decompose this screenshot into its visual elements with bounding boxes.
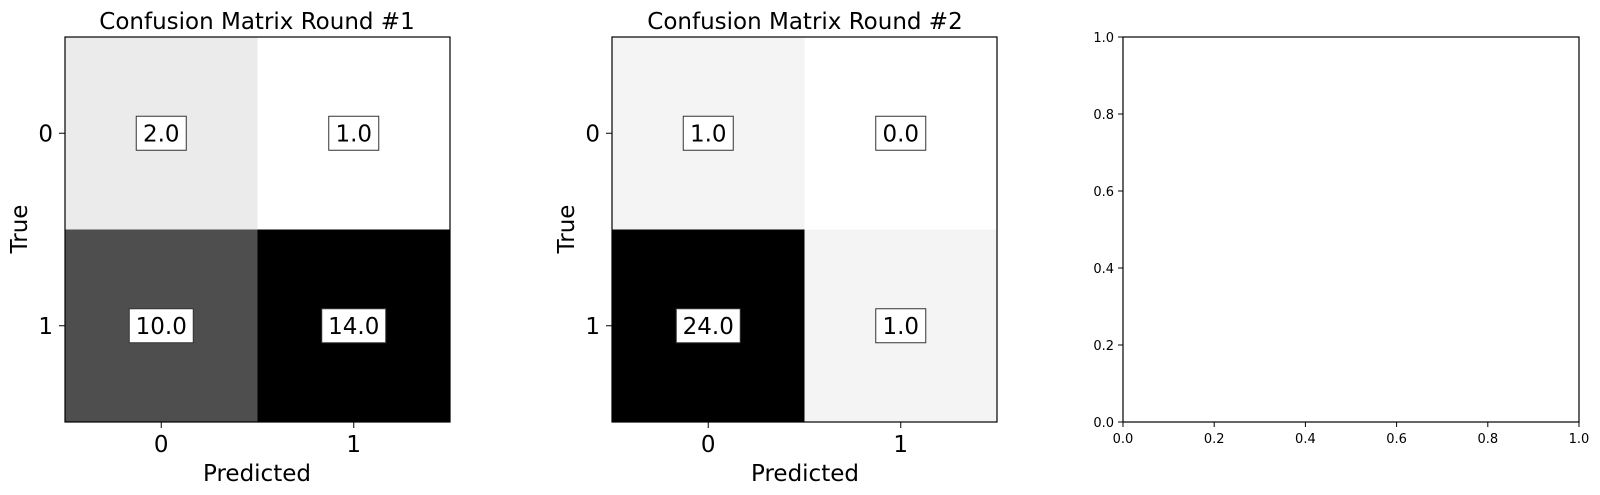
panel-3-ticks: 0.0 0.2 0.4 0.6 0.8 1.0 0.0 0.2 0.4 0.6 0.8 1.0 xyxy=(1093,31,1589,447)
panel-2-ytick-label-0: 0 xyxy=(585,121,600,147)
panel-1-cell-label-r1-c0: 10.0 xyxy=(136,314,187,340)
panel-3-ytick-label-3: 0.6 xyxy=(1093,185,1114,200)
panel-1-cell-label-box-r1-c0 xyxy=(128,308,194,344)
panel-2-cell-label-r1-c0: 24.0 xyxy=(683,314,734,340)
panel-2-cell-label-r1-c1: 1.0 xyxy=(882,314,919,340)
panel-2-cell-label-box-r0-c1 xyxy=(875,115,927,151)
panel-3-frame xyxy=(1122,36,1580,423)
panel-1-ytick-label-0: 0 xyxy=(38,121,53,147)
panel-3-ytick-label-0: 0.0 xyxy=(1093,416,1114,431)
panel-3-xtick-label-1: 0.2 xyxy=(1204,432,1225,447)
confusion-matrix-panel-2: Confusion Matrix Round #2 1.0 0.0 24.0 1.0 … xyxy=(554,9,998,487)
panel-1-cells: 2.0 1.0 10.0 14.0 xyxy=(65,37,450,422)
panel-1-xlabel: Predicted xyxy=(203,461,311,487)
panel-2-cell-label-box-r0-c0 xyxy=(682,115,734,151)
panel-2-cells: 1.0 0.0 24.0 1.0 xyxy=(612,37,997,422)
panel-1-cell-label-r0-c1: 1.0 xyxy=(335,121,372,147)
panel-1-ticks: 0 1 0 1 xyxy=(38,121,361,458)
panel-1-ylabel: True xyxy=(7,205,33,255)
panel-3-ytick-label-1: 0.2 xyxy=(1093,339,1114,354)
panel-2-cell-label-r0-c1: 0.0 xyxy=(882,121,919,147)
panel-2-cell-label-box-r1-c1 xyxy=(875,308,927,344)
panel-2-cell-label-box-r1-c0 xyxy=(675,308,741,344)
panel-2-title: Confusion Matrix Round #2 xyxy=(647,9,962,35)
panel-3-xtick-label-4: 0.8 xyxy=(1477,432,1498,447)
panel-1-frame xyxy=(64,36,451,423)
panel-3-xtick-label-5: 1.0 xyxy=(1569,432,1590,447)
panel-3-ytick-label-5: 1.0 xyxy=(1093,31,1114,46)
panel-1-cell-label-box-r0-c1 xyxy=(328,115,380,151)
panel-3-ytick-label-2: 0.4 xyxy=(1093,262,1114,277)
confusion-matrix-panel-1: Confusion Matrix Round #1 2.0 1.0 10.0 14.0… xyxy=(7,9,451,487)
panel-2-xtick-label-1: 1 xyxy=(893,432,908,458)
panel-2-frame xyxy=(611,36,998,423)
panel-3-xtick-label-3: 0.6 xyxy=(1386,432,1407,447)
panel-2-cell-label-r0-c0: 1.0 xyxy=(690,121,727,147)
panel-1-ytick-label-1: 1 xyxy=(38,314,53,340)
panel-3-ytick-label-4: 0.8 xyxy=(1093,108,1114,123)
panel-2-xtick-label-0: 0 xyxy=(701,432,716,458)
panel-2-ticks: 0 1 0 1 xyxy=(585,121,908,458)
panel-1-cell-label-box-r0-c0 xyxy=(135,115,187,151)
panel-1-cell-label-r1-c1: 14.0 xyxy=(328,314,379,340)
empty-axes-panel-3: 0.0 0.2 0.4 0.6 0.8 1.0 0.0 0.2 0.4 0.6 0.8 1.0 xyxy=(1093,31,1589,447)
panel-1-cell-label-box-r1-c1 xyxy=(321,308,387,344)
panel-1-xtick-label-1: 1 xyxy=(346,432,361,458)
panel-2-xlabel: Predicted xyxy=(751,461,859,487)
panel-3-xtick-label-0: 0.0 xyxy=(1113,432,1134,447)
panel-1-title: Confusion Matrix Round #1 xyxy=(99,9,414,35)
panel-3-xtick-label-2: 0.4 xyxy=(1295,432,1316,447)
panel-1-cell-label-r0-c0: 2.0 xyxy=(143,121,180,147)
panel-1-xtick-label-0: 0 xyxy=(154,432,169,458)
panel-2-ytick-label-1: 1 xyxy=(585,314,600,340)
panel-2-ylabel: True xyxy=(554,205,580,255)
